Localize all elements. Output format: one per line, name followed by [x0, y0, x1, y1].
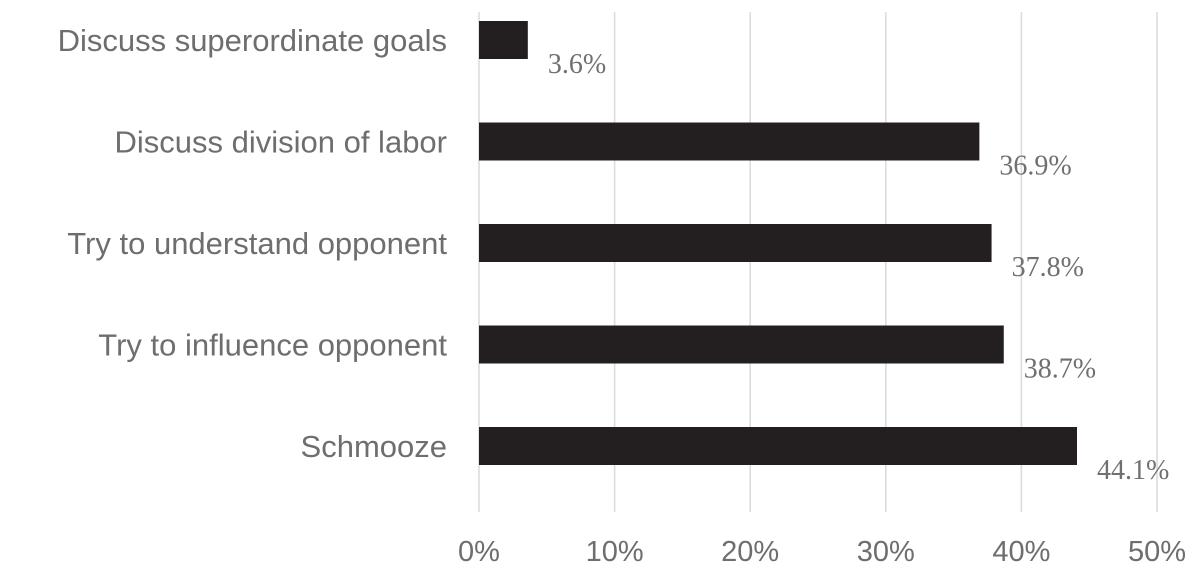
value-label: 44.1%	[1097, 455, 1169, 486]
x-tick-label: 40%	[992, 536, 1050, 567]
value-label: 38.7%	[1024, 354, 1096, 385]
value-label: 36.9%	[999, 151, 1071, 182]
bar	[479, 21, 528, 59]
category-labels: Discuss superordinate goals Discuss divis…	[58, 23, 448, 464]
x-tick-label: 10%	[586, 536, 644, 567]
bar	[479, 325, 1004, 364]
bars	[479, 21, 1077, 465]
x-tick-label: 50%	[1128, 536, 1186, 567]
category-label: Discuss division of labor	[114, 125, 447, 160]
x-tick-label: 30%	[857, 536, 915, 567]
category-label: Try to understand opponent	[67, 226, 447, 261]
value-labels: 3.6% 36.9% 37.8% 38.7% 44.1%	[548, 49, 1170, 486]
value-label: 3.6%	[548, 49, 606, 80]
value-label: 37.8%	[1012, 252, 1084, 283]
bar	[479, 122, 980, 161]
category-label: Try to influence opponent	[98, 328, 447, 363]
bar	[479, 224, 992, 262]
category-label: Discuss superordinate goals	[58, 23, 447, 58]
bar	[479, 427, 1077, 465]
category-label: Schmooze	[301, 429, 447, 464]
x-axis-tick-labels: 0% 10% 20% 30% 40% 50%	[458, 536, 1186, 567]
x-tick-label: 0%	[458, 536, 500, 567]
x-tick-label: 20%	[721, 536, 779, 567]
